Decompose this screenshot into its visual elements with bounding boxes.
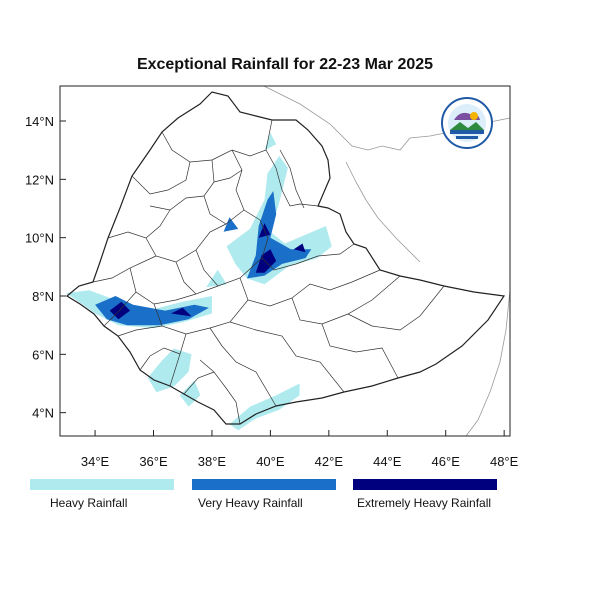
y-tick-label: 4°N — [32, 406, 54, 421]
heavy-rainfall-area — [264, 132, 277, 151]
agency-logo — [441, 97, 493, 149]
y-tick-label: 14°N — [25, 114, 54, 129]
x-tick-label: 34°E — [81, 454, 110, 469]
legend-extreme-swatch — [353, 479, 497, 490]
x-tick-label: 42°E — [315, 454, 344, 469]
y-tick-label: 10°N — [25, 231, 54, 246]
x-tick-label: 38°E — [198, 454, 227, 469]
legend-very-heavy-swatch — [192, 479, 336, 490]
very-heavy-rainfall-area — [95, 296, 209, 326]
neighbor-border-yemen — [345, 161, 421, 263]
legend-very-heavy-label: Very Heavy Rainfall — [198, 496, 303, 510]
legend-heavy-swatch — [30, 479, 174, 490]
legend-heavy-label: Heavy Rainfall — [50, 496, 128, 510]
legend-extreme-label: Extremely Heavy Rainfall — [357, 496, 492, 510]
heavy-rainfall-layer — [65, 132, 332, 431]
x-tick-label: 48°E — [490, 454, 519, 469]
very-heavy-rainfall-area — [223, 217, 239, 232]
map-title: Exceptional Rainfall for 22-23 Mar 2025 — [136, 56, 434, 73]
heavy-rainfall-area — [229, 383, 300, 431]
extreme-rainfall-area — [171, 307, 192, 317]
map-frame — [59, 85, 511, 437]
extreme-rainfall-area — [255, 249, 277, 273]
latitude-axis: 4°N 6°N 8°N 10°N 12°N 14°N — [25, 114, 66, 421]
y-tick-label: 12°N — [25, 172, 54, 187]
x-tick-label: 46°E — [432, 454, 461, 469]
extreme-rainfall-area — [293, 243, 306, 253]
x-tick-label: 40°E — [256, 454, 285, 469]
y-tick-label: 6°N — [32, 347, 54, 362]
x-tick-label: 36°E — [139, 454, 168, 469]
y-tick-label: 8°N — [32, 289, 54, 304]
heavy-rainfall-area — [206, 269, 227, 288]
longitude-axis: 34°E 36°E 38°E 40°E 42°E 44°E 46°E 48°E — [81, 430, 519, 469]
region-boundaries — [92, 119, 445, 425]
neighbor-border-somalia-coast — [465, 289, 510, 436]
x-tick-label: 44°E — [373, 454, 402, 469]
